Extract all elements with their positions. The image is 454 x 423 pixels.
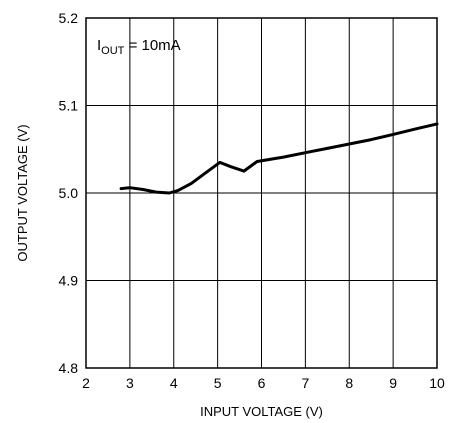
x-tick-label-8: 8 (345, 375, 353, 391)
y-tick-label-4.9: 4.9 (59, 273, 79, 289)
y-tick-label-5.2: 5.2 (59, 10, 79, 26)
annotation-symbol: I (97, 37, 101, 54)
x-tick-label-3: 3 (126, 375, 134, 391)
x-tick-label-9: 9 (389, 375, 397, 391)
x-tick-label-10: 10 (429, 375, 445, 391)
annotation-iout: IOUT = 10mA (97, 37, 181, 57)
y-tick-label-4.8: 4.8 (59, 360, 79, 376)
x-tick-label-2: 2 (82, 375, 90, 391)
x-tick-label-5: 5 (214, 375, 222, 391)
plot-frame (85, 17, 438, 369)
y-tick-labels: 4.8 4.9 5.0 5.1 5.2 (59, 10, 79, 376)
x-axis-title: INPUT VOLTAGE (V) (200, 404, 323, 419)
y-tick-label-5.0: 5.0 (59, 185, 79, 201)
x-tick-label-7: 7 (301, 375, 309, 391)
series-line-iout-10ma (119, 122, 439, 195)
y-tick-label-5.1: 5.1 (59, 98, 79, 114)
grid (86, 18, 437, 368)
y-axis-title: OUTPUT VOLTAGE (V) (15, 124, 30, 261)
x-tick-label-6: 6 (258, 375, 266, 391)
annotation-value: = 10mA (124, 37, 180, 54)
annotation-subscript: OUT (101, 45, 125, 57)
x-tick-labels: 2 3 4 5 6 7 8 9 10 (82, 375, 445, 391)
x-tick-label-4: 4 (170, 375, 178, 391)
